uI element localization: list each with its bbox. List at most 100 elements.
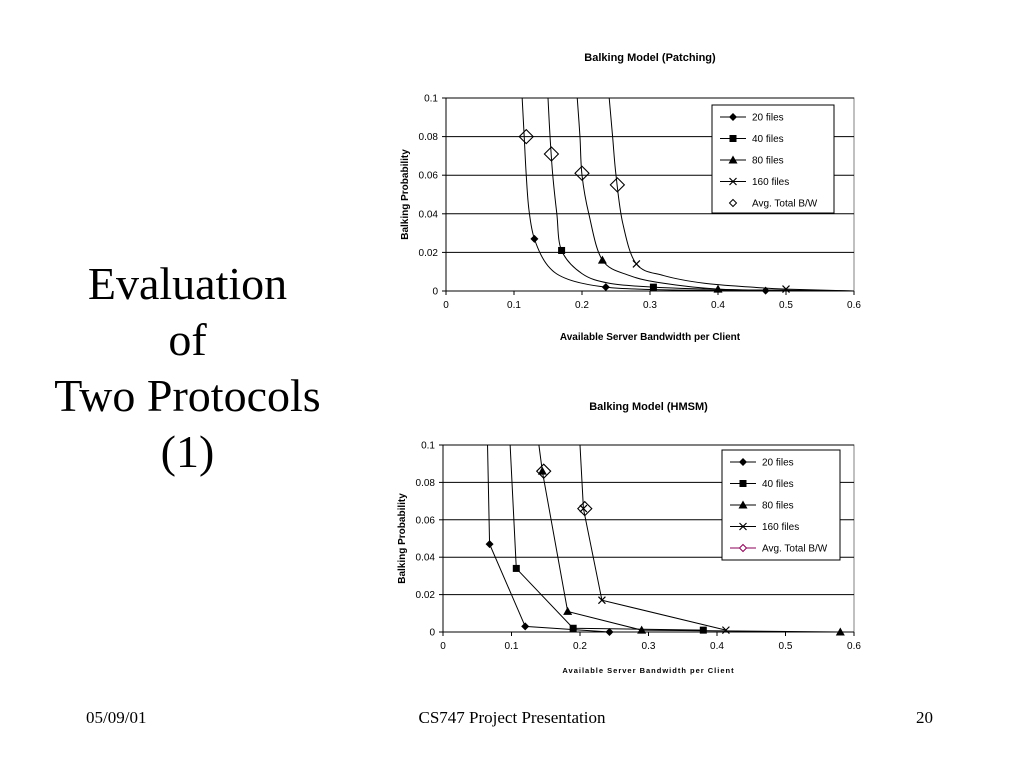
legend-label: 20 files: [752, 113, 784, 124]
series-160-files: [608, 97, 855, 293]
data-point: [577, 500, 593, 517]
legend-marker: [729, 135, 737, 142]
y-tick-label: 0: [432, 287, 438, 298]
legend-marker: [729, 177, 737, 186]
series-160-files: [579, 444, 730, 635]
data-point: [530, 234, 539, 243]
legend-marker: [738, 543, 748, 553]
legend-marker: [739, 458, 747, 466]
x-tick-label: 0.6: [847, 641, 861, 652]
data-point: [721, 626, 730, 635]
legend-item: 40 files: [720, 134, 784, 145]
series-line: [487, 444, 610, 633]
data-point: [597, 596, 606, 605]
footer-presentation-name: CS747 Project Presentation: [418, 708, 606, 727]
x-tick-label: 0.5: [779, 641, 793, 652]
data-point: [782, 285, 790, 293]
legend-marker: [729, 113, 737, 121]
series-line: [579, 444, 727, 631]
y-tick-label: 0.04: [416, 553, 436, 564]
slide-title-line-2: of: [168, 314, 207, 366]
legend-item: 160 files: [720, 177, 789, 188]
data-point: [649, 283, 657, 291]
legend-item: 20 files: [720, 113, 784, 124]
legend-item: 160 files: [730, 522, 799, 533]
y-tick-label: 0.02: [419, 248, 439, 259]
legend-marker: [739, 480, 747, 487]
legend-label: Avg. Total B/W: [752, 199, 818, 210]
data-point: [535, 463, 552, 479]
legend-label: 80 files: [752, 156, 784, 167]
data-point: [558, 246, 566, 254]
legend-label: 40 files: [762, 479, 794, 490]
data-point: [563, 606, 573, 615]
series-avg-total-b-w: [518, 128, 626, 193]
data-point: [574, 165, 590, 182]
slide-title: Evaluation of Two Protocols (1): [20, 256, 355, 480]
x-tick-label: 0.2: [573, 641, 587, 652]
data-point: [569, 624, 577, 632]
data-point: [637, 625, 647, 634]
legend-item: 80 files: [730, 500, 794, 512]
data-point: [537, 466, 547, 475]
balking-hmsm-chart: Balking Model (HMSM) 0 0.02 0.04 0.06 0.08 0.1…: [397, 401, 861, 675]
data-point: [543, 146, 560, 162]
legend-label: 80 files: [762, 501, 794, 512]
data-point: [485, 540, 494, 549]
data-point: [609, 177, 626, 193]
x-tick-label: 0.3: [643, 300, 657, 311]
y-tick-label: 0.1: [421, 441, 435, 452]
x-tick-label: 0.5: [779, 300, 793, 311]
footer-page-number: 20: [916, 708, 933, 727]
data-point: [605, 628, 614, 636]
y-tick-label: 0.06: [416, 515, 436, 526]
y-tick-label: 0.06: [419, 171, 439, 182]
x-tick-label: 0.6: [847, 300, 861, 311]
balking-patching-chart: Balking Model (Patching) 0 0.02 0.04 0.06 0.0…: [400, 52, 861, 343]
legend-item: 20 files: [730, 458, 794, 469]
series-line: [521, 97, 855, 292]
x-tick-label: 0.1: [505, 641, 519, 652]
series-line: [608, 97, 855, 292]
y-axis-label: Balking Probability: [400, 149, 411, 240]
legend-label: 20 files: [762, 458, 794, 469]
y-tick-label: 0.08: [416, 478, 436, 489]
legend-label: 40 files: [752, 134, 784, 145]
data-point: [713, 284, 723, 293]
series-80-files: [576, 97, 855, 293]
slide-title-line-3: Two Protocols: [54, 370, 321, 422]
chart-legend: 20 files 40 files 80 files 160 files Avg. To…: [711, 104, 835, 214]
x-tick-label: 0: [440, 641, 446, 652]
y-tick-label: 0: [429, 628, 435, 639]
chart-legend: 20 files 40 files 80 files 160 files Avg. To…: [721, 449, 841, 561]
legend-marker: [728, 155, 738, 164]
y-axis-label: Balking Probability: [397, 493, 408, 584]
series-line: [576, 97, 855, 292]
legend-marker: [728, 198, 738, 208]
legend-label: 160 files: [752, 177, 789, 188]
data-point: [521, 622, 530, 631]
legend-marker: [739, 522, 747, 531]
x-axis-label: Available Server Bandwidth per Client: [560, 332, 741, 343]
legend-item: Avg. Total B/W: [730, 544, 828, 555]
chart-title: Balking Model (HMSM): [589, 401, 708, 413]
x-axis-label: Available Server Bandwidth per Client: [562, 666, 734, 675]
data-point: [601, 283, 610, 292]
data-point: [632, 260, 641, 268]
series-80-files: [537, 444, 845, 636]
legend-marker: [738, 500, 748, 509]
legend-item: 80 files: [720, 155, 784, 167]
footer-date: 05/09/01: [86, 708, 147, 727]
x-tick-label: 0.1: [507, 300, 521, 311]
series-20-files: [521, 97, 855, 295]
series-avg-total-b-w: [535, 463, 593, 517]
legend-item: Avg. Total B/W: [728, 198, 818, 210]
data-point: [518, 128, 535, 145]
series-20-files: [485, 444, 614, 636]
x-tick-label: 0.4: [711, 300, 725, 311]
x-tick-label: 0.4: [710, 641, 724, 652]
slide-title-line-1: Evaluation: [87, 258, 288, 309]
legend-label: Avg. Total B/W: [762, 544, 828, 555]
data-point: [699, 626, 707, 634]
x-tick-label: 0: [443, 300, 449, 311]
